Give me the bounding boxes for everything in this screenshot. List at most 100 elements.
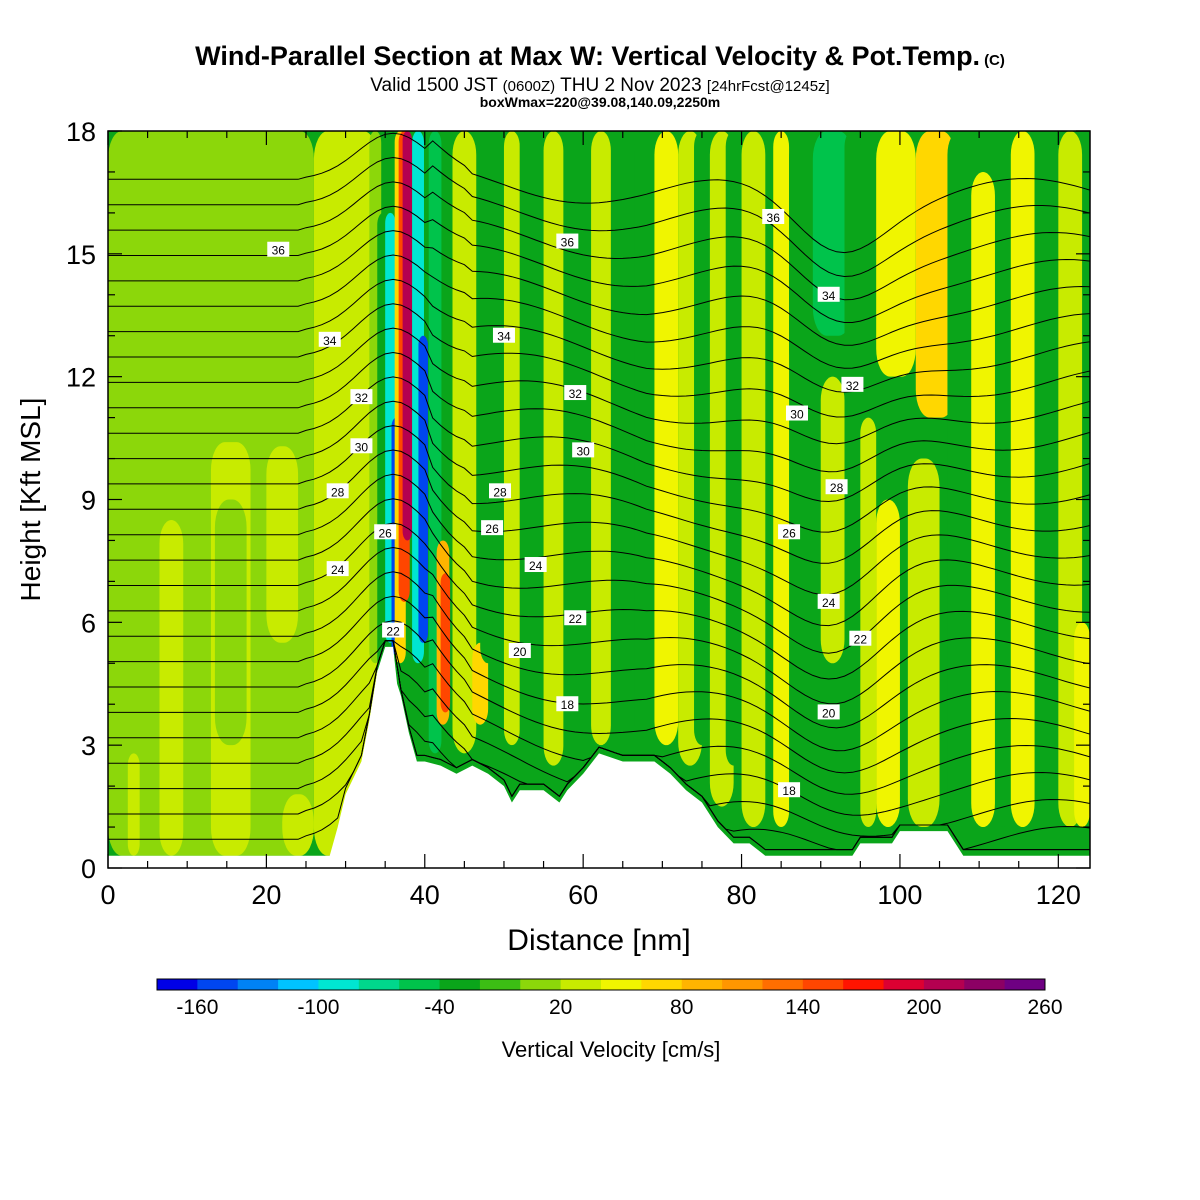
theta-label-text: 24: [529, 559, 543, 573]
theta-label: 34: [318, 331, 341, 348]
theta-label-text: 30: [355, 440, 369, 454]
velocity-cell: [266, 446, 299, 643]
theta-contour: [108, 254, 1090, 369]
x-tick-label: 120: [1036, 880, 1081, 910]
velocity-cell: [907, 458, 940, 828]
colorbar-swatch: [1004, 979, 1046, 990]
velocity-cell: [654, 131, 679, 746]
theta-label: 34: [492, 327, 515, 344]
valid-prefix: Valid 1500 JST: [370, 75, 498, 96]
velocity-cell: [1074, 622, 1090, 828]
colorbar-swatch: [802, 979, 844, 990]
colorbar-swatch: [762, 979, 804, 990]
y-tick-label: 18: [66, 117, 96, 147]
theta-label-box: [778, 524, 801, 540]
velocity-cell: [773, 131, 790, 828]
theta-label-box: [564, 385, 587, 401]
colorbar-swatch: [197, 979, 239, 990]
theta-label-text: 36: [272, 244, 286, 258]
theta-label: 20: [508, 642, 531, 659]
theta-label-text: 20: [513, 645, 527, 659]
colorbar-tick-label: 140: [785, 996, 820, 1019]
colorbar-swatch: [964, 979, 1006, 990]
theta-contour: [108, 351, 1090, 473]
colorbar-swatch: [479, 979, 521, 990]
theta-label-text: 28: [830, 481, 844, 495]
valid-date: THU 2 Nov 2023: [560, 75, 702, 96]
copyright-mark: (C): [984, 52, 1005, 69]
theta-label-text: 30: [576, 444, 590, 458]
theta-contour: [108, 132, 1090, 254]
colorbar-swatch: [641, 979, 683, 990]
theta-label-box: [267, 241, 290, 257]
velocity-cell: [519, 131, 536, 766]
colorbar-swatch: [439, 979, 481, 990]
theta-label: 24: [524, 557, 547, 573]
y-tick-label: 3: [81, 731, 96, 761]
theta-contour: [108, 522, 1090, 680]
theta-label-box: [817, 704, 840, 720]
valid-time-line: Valid 1500 JST (0600Z) THU 2 Nov 2023 [2…: [0, 75, 1200, 96]
theta-contour: [108, 546, 1090, 705]
theta-label-text: 28: [493, 485, 507, 499]
theta-label-text: 32: [355, 391, 369, 405]
theta-contour: [108, 498, 1090, 654]
theta-label-box: [489, 483, 512, 499]
theta-contour: [108, 640, 1090, 795]
colorbar-tick-label: 200: [906, 996, 941, 1019]
theta-contour: [108, 473, 1090, 627]
theta-label-box: [778, 782, 801, 798]
theta-label-box: [524, 557, 547, 573]
theta-label-text: 30: [790, 408, 804, 422]
theta-contour: [108, 571, 1090, 729]
theta-label-text: 22: [569, 612, 583, 626]
x-tick-label: 0: [100, 880, 115, 910]
colorbar-tick-label: 80: [670, 996, 693, 1019]
velocity-cell: [282, 794, 314, 856]
theta-label-box: [350, 438, 373, 454]
velocity-cell: [1010, 131, 1035, 828]
velocity-cell: [947, 131, 972, 828]
theta-label-text: 34: [497, 330, 511, 344]
theta-label-text: 34: [323, 334, 337, 348]
theta-label-text: 28: [331, 485, 345, 499]
theta-label: 26: [374, 524, 397, 540]
theta-label: 32: [564, 385, 587, 401]
theta-label-text: 24: [331, 563, 345, 577]
theta-label-box: [508, 642, 531, 658]
x-tick-label: 20: [251, 880, 281, 910]
velocity-cell: [820, 376, 845, 664]
theta-label: 36: [556, 233, 579, 250]
colorbar-swatch: [601, 979, 642, 990]
colorbar-tick-label: -40: [424, 996, 454, 1019]
theta-contour: [108, 181, 1090, 301]
theta-label: 22: [849, 630, 872, 647]
y-tick-label: 6: [81, 608, 96, 638]
theta-label: 34: [817, 286, 840, 303]
colorbar-swatch: [358, 979, 400, 990]
theta-contour: [108, 620, 1090, 774]
velocity-cell: [440, 573, 451, 713]
theta-label: 36: [267, 241, 290, 258]
theta-label: 36: [762, 208, 785, 225]
velocity-cell: [1034, 131, 1059, 459]
theta-label-box: [326, 483, 349, 499]
colorbar-swatch: [722, 979, 763, 990]
theta-label-box: [841, 376, 864, 392]
theta-label-box: [825, 479, 848, 495]
colorbar-label: Vertical Velocity [cm/s]: [502, 1037, 721, 1062]
colorbar-tick-label: -160: [176, 996, 218, 1019]
theta-label: 24: [326, 561, 349, 577]
theta-label-box: [318, 331, 341, 347]
y-tick-label: 9: [81, 486, 96, 516]
theta-label-text: 32: [569, 387, 583, 401]
velocity-cell: [159, 519, 184, 856]
theta-contour: [108, 425, 1090, 564]
theta-label: 32: [350, 389, 373, 405]
theta-label-box: [374, 524, 397, 540]
theta-label-box: [326, 561, 349, 577]
colorbar-swatch: [318, 979, 360, 990]
theta-label-text: 20: [822, 706, 836, 720]
theta-label-box: [762, 208, 785, 224]
